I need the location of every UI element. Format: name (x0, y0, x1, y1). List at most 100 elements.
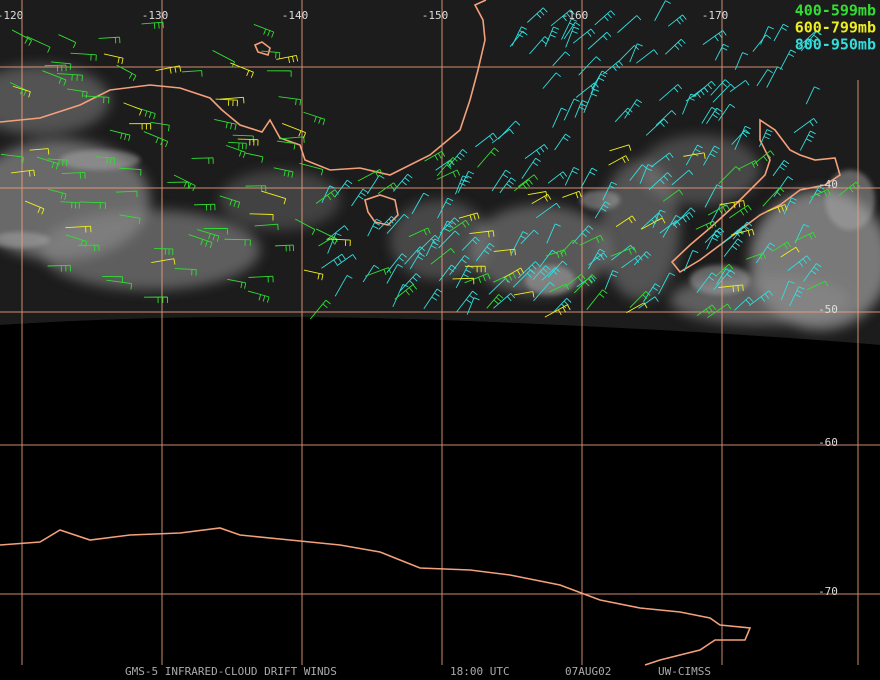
wind-barb (673, 207, 696, 227)
wind-barb (309, 299, 331, 320)
wind-barb (729, 204, 752, 219)
wind-barb (79, 201, 107, 209)
wind-barb (430, 248, 455, 265)
wind-barb (707, 303, 732, 318)
legend-entry: 600-799mb (795, 19, 876, 37)
wind-barb (477, 147, 500, 168)
wind-barb (26, 36, 51, 53)
wind-barb (578, 56, 601, 76)
wind-barb (594, 10, 616, 26)
wind-barb (123, 102, 143, 116)
no-data-area (0, 316, 880, 680)
wind-barb (745, 252, 766, 261)
wind-barb (321, 185, 336, 203)
wind-barb (552, 51, 571, 67)
wind-barb (803, 263, 822, 282)
longitude-label: -170 (702, 9, 729, 22)
wind-barb (718, 166, 741, 184)
wind-barb (367, 218, 382, 237)
wind-barb (56, 73, 83, 82)
wind-barb (278, 96, 302, 106)
wind-barb (531, 193, 552, 204)
wind-barb (787, 255, 811, 272)
wind-barb (572, 28, 596, 44)
wind-barb (535, 202, 561, 219)
wind-barb (655, 110, 677, 126)
wind-barb (667, 14, 687, 27)
footer-source: UW-CIMSS (658, 665, 711, 678)
wind-barb (493, 248, 516, 256)
wind-barb (219, 195, 241, 209)
wind-barb (650, 152, 674, 168)
wind-barb (662, 189, 683, 202)
wind-barb (475, 242, 495, 262)
wind-barb (729, 80, 750, 93)
wind-barb (738, 160, 759, 170)
wind-barb (486, 294, 504, 309)
wind-barb (408, 227, 431, 238)
wind-barb (143, 131, 169, 148)
wind-barb (659, 220, 681, 234)
wind-barb (563, 98, 580, 121)
wind-barb (392, 173, 413, 192)
footer-time: 18:00 UTC (450, 665, 510, 678)
wind-barb (587, 31, 612, 50)
graticule (0, 0, 880, 665)
wind-barb (544, 26, 560, 47)
wind-barb (0, 153, 24, 164)
wind-barb (303, 111, 326, 126)
wind-barb (527, 7, 548, 23)
legend-entry: 400-599mb (795, 2, 876, 20)
wind-barb (174, 268, 197, 276)
wind-barb (547, 171, 568, 184)
wind-barb (587, 248, 606, 270)
wind-barb (716, 268, 732, 285)
wind-barb (254, 223, 279, 231)
wind-barb (772, 160, 790, 177)
wind-barb (617, 15, 642, 34)
wind-barb (539, 249, 558, 268)
wind-barb (594, 201, 611, 219)
wind-barb (386, 213, 409, 234)
wind-barb (799, 130, 816, 151)
wind-barb (365, 267, 392, 277)
wind-barb (294, 218, 316, 236)
longitude-label: -140 (282, 9, 309, 22)
wind-barb (748, 290, 774, 307)
footer-satellite: GMS-5 INFRARED-CLOUD DRIFT WINDS (125, 665, 337, 678)
wind-barb (695, 220, 717, 231)
wind-barb (714, 43, 729, 61)
wind-barb (608, 155, 630, 166)
wind-barb (793, 117, 818, 134)
wind-barb (759, 129, 773, 148)
wind-barb (214, 119, 237, 131)
cloud-texture (0, 150, 875, 295)
wind-barb (334, 179, 353, 198)
wind-barb (457, 170, 475, 193)
wind-barb (712, 83, 736, 103)
wind-barb (461, 236, 480, 251)
wind-barb (773, 176, 794, 198)
wind-barb (424, 150, 446, 162)
wind-barb (544, 304, 571, 318)
wind-barb (641, 217, 666, 230)
wind-barb (629, 291, 651, 308)
footer-date: 07AUG02 (565, 665, 611, 678)
wind-barb (664, 38, 686, 55)
wind-barb (550, 9, 575, 27)
wind-barb (116, 64, 137, 81)
wind-barb (704, 184, 723, 208)
wind-barb (586, 289, 608, 310)
wind-barb (392, 284, 409, 308)
wind-barb (154, 248, 174, 255)
wind-barb (779, 49, 797, 70)
wind-barb (693, 80, 716, 98)
wind-barb (66, 88, 88, 98)
wind-barb (696, 304, 717, 316)
wind-barb (752, 150, 775, 166)
wind-barb (575, 82, 599, 98)
wind-barb (794, 231, 817, 242)
wind-barb (44, 64, 67, 72)
wind-barb (710, 79, 730, 96)
